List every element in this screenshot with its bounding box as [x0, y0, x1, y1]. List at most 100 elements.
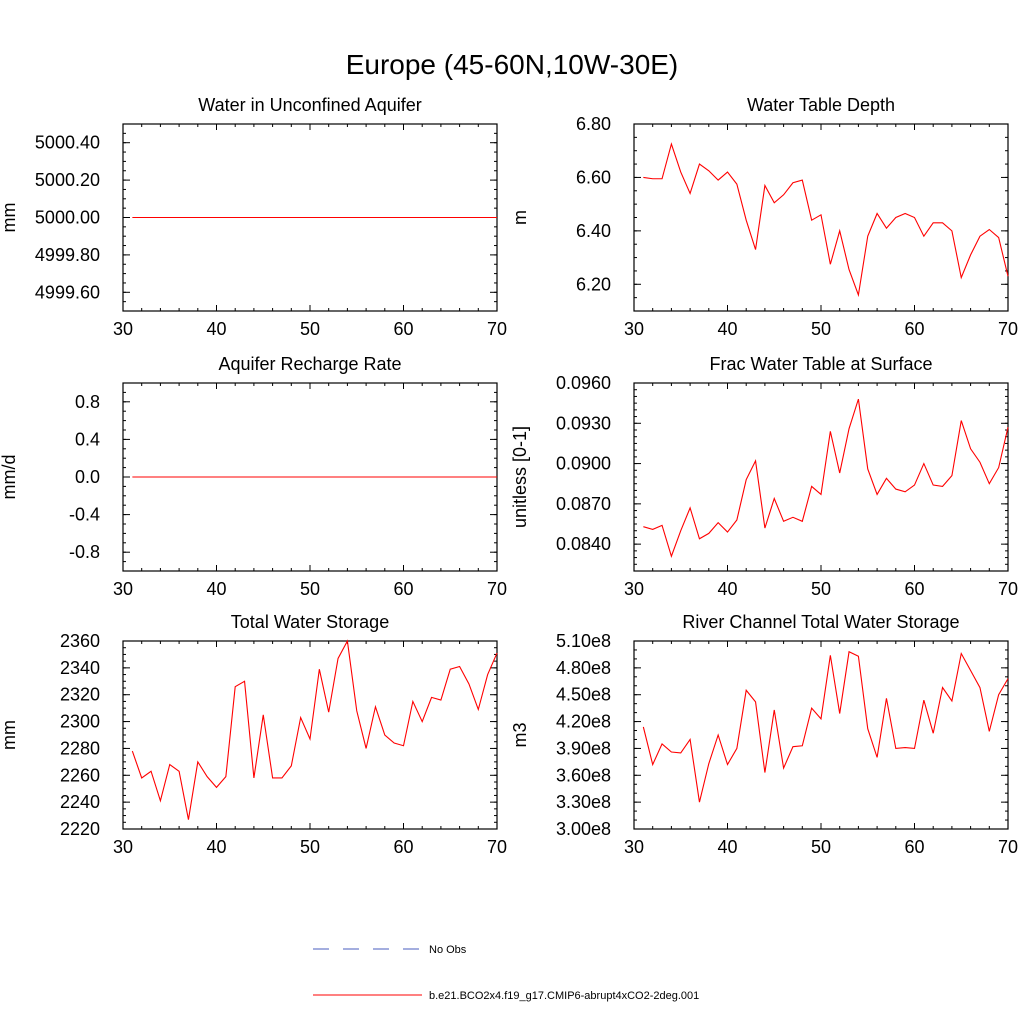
data-point [802, 521, 803, 522]
x-tick-label: 40 [717, 837, 737, 857]
x-tick-label: 30 [624, 319, 644, 339]
series-line [643, 142, 1009, 298]
x-tick-label: 40 [717, 319, 737, 339]
plot-frame [633, 382, 1009, 572]
data-point [802, 745, 803, 746]
x-tick-label: 40 [206, 579, 226, 599]
data-point [1007, 276, 1008, 277]
data-point [487, 674, 488, 675]
panel-title: River Channel Total Water Storage [682, 612, 959, 632]
data-point [207, 776, 208, 777]
data-point [942, 486, 943, 487]
y-axis-label: mm [0, 720, 19, 750]
y-tick-label: 2260 [60, 765, 100, 785]
data-point [820, 494, 821, 495]
data-point [839, 713, 840, 714]
data-point [690, 739, 691, 740]
y-axis-label: mm/d [0, 455, 19, 500]
data-point [431, 697, 432, 698]
data-point [253, 777, 254, 778]
data-point [858, 399, 859, 400]
data-point [680, 752, 681, 753]
data-point [440, 699, 441, 700]
data-point [848, 651, 849, 652]
data-point [263, 714, 264, 715]
data-point [197, 761, 198, 762]
data-point [225, 776, 226, 777]
data-point [309, 738, 310, 739]
panel-wtd: Water Table Depth m 30 40 50 60 70 6.20 6.40 6.60… [510, 95, 1018, 339]
y-tick-label: 6.20 [576, 274, 611, 294]
data-point [774, 709, 775, 710]
data-point [718, 522, 719, 523]
y-tick-label: 0.0930 [556, 413, 611, 433]
x-tick-label: 70 [998, 579, 1018, 599]
panel-title: Total Water Storage [231, 612, 389, 632]
data-point [291, 765, 292, 766]
data-point [699, 538, 700, 539]
data-point [708, 763, 709, 764]
data-point [951, 475, 952, 476]
data-point [132, 217, 133, 218]
data-point [820, 718, 821, 719]
y-tick-label: 0.8 [75, 392, 100, 412]
data-point [496, 476, 497, 477]
data-point [643, 177, 644, 178]
x-tick-label: 70 [487, 579, 507, 599]
y-tick-label: 2360 [60, 631, 100, 651]
data-point [459, 666, 460, 667]
x-tick-label: 60 [904, 579, 924, 599]
x-tick-label: 30 [624, 837, 644, 857]
data-point [244, 681, 245, 682]
data-point [877, 494, 878, 495]
data-point [450, 669, 451, 670]
y-tick-label: 6.40 [576, 221, 611, 241]
x-tick-label: 60 [393, 319, 413, 339]
data-point [989, 483, 990, 484]
data-point [998, 694, 999, 695]
data-point [736, 748, 737, 749]
panel-title: Frac Water Table at Surface [709, 354, 932, 374]
y-tick-label: 2280 [60, 738, 100, 758]
data-point [337, 658, 338, 659]
y-tick-label: 2340 [60, 658, 100, 678]
data-point [811, 486, 812, 487]
data-point [979, 687, 980, 688]
x-tick-label: 30 [624, 579, 644, 599]
data-point [150, 771, 151, 772]
y-tick-label: 4.20e8 [556, 712, 611, 732]
data-point [671, 556, 672, 557]
data-point [979, 236, 980, 237]
data-point [792, 517, 793, 518]
data-point [933, 733, 934, 734]
x-tick-label: 50 [811, 579, 831, 599]
y-tick-label: 2220 [60, 819, 100, 839]
data-point [169, 764, 170, 765]
data-point [886, 478, 887, 479]
data-point [736, 184, 737, 185]
data-point [895, 488, 896, 489]
data-point [792, 182, 793, 183]
x-tick-label: 30 [113, 319, 133, 339]
data-point [708, 533, 709, 534]
data-point [914, 748, 915, 749]
data-point [727, 764, 728, 765]
data-point [811, 708, 812, 709]
data-point [970, 254, 971, 255]
y-tick-label: 4.80e8 [556, 658, 611, 678]
data-point [783, 521, 784, 522]
panel-aquifer: Water in Unconfined Aquifer mm 30 40 50 60 70 4… [0, 95, 507, 339]
data-point [272, 777, 273, 778]
legend-model-label: b.e21.BCO2x4.f19_g17.CMIP6-abrupt4xCO2-2… [429, 990, 699, 1002]
data-point [961, 277, 962, 278]
y-tick-label: 6.80 [576, 114, 611, 134]
data-point [783, 768, 784, 769]
data-point [281, 777, 282, 778]
data-point [867, 236, 868, 237]
data-point [783, 194, 784, 195]
data-point [652, 178, 653, 179]
data-point [1007, 678, 1008, 679]
data-point [998, 467, 999, 468]
panel-recharge: Aquifer Recharge Rate mm/d 30 40 50 60 70 -0.8 -… [0, 354, 507, 599]
data-point [774, 202, 775, 203]
